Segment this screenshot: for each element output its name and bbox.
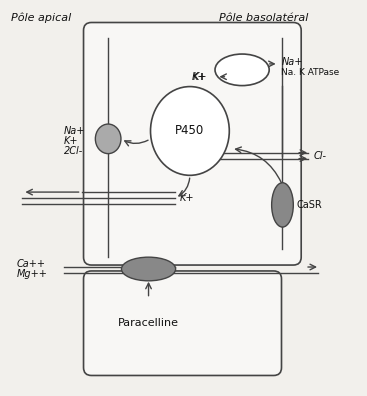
Text: Pôle apical: Pôle apical (11, 13, 71, 23)
Ellipse shape (215, 54, 269, 86)
Text: Na+: Na+ (64, 126, 85, 136)
Text: Pôle basolatéral: Pôle basolatéral (219, 13, 309, 23)
Text: K+: K+ (193, 72, 208, 82)
Text: K+: K+ (64, 136, 78, 146)
Text: K+: K+ (180, 193, 195, 203)
Text: Na+: Na+ (281, 57, 303, 67)
FancyBboxPatch shape (84, 271, 281, 375)
Text: Paracelline: Paracelline (118, 318, 179, 328)
FancyBboxPatch shape (84, 23, 301, 265)
Text: 2Cl-: 2Cl- (64, 146, 83, 156)
Ellipse shape (272, 183, 293, 227)
Text: CaSR: CaSR (296, 200, 322, 210)
Ellipse shape (150, 87, 229, 175)
Text: Mg++: Mg++ (17, 269, 47, 279)
Text: K+: K+ (192, 72, 207, 82)
Text: P450: P450 (175, 124, 204, 137)
Text: Cl-: Cl- (314, 150, 327, 161)
Text: Na. K ATPase: Na. K ATPase (281, 68, 340, 77)
Ellipse shape (121, 257, 176, 281)
Ellipse shape (95, 124, 121, 154)
Text: Ca++: Ca++ (17, 259, 46, 269)
